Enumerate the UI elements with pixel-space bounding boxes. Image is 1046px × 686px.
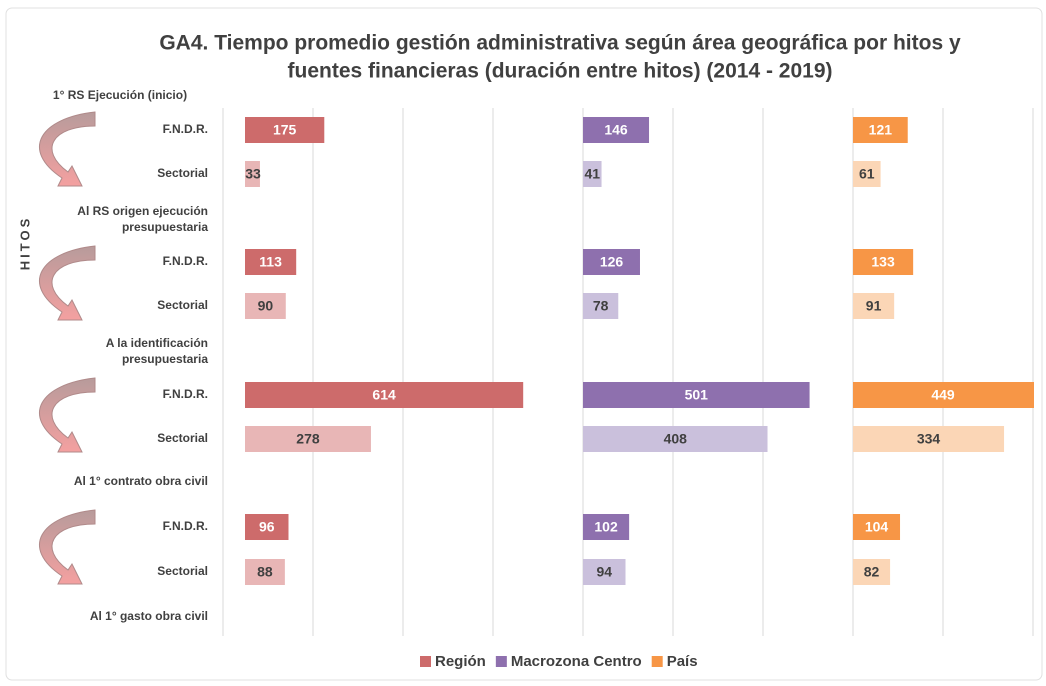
data-label: 61: [859, 166, 875, 182]
bar: [583, 161, 602, 187]
data-label: 501: [685, 387, 709, 403]
data-label: 334: [917, 431, 941, 447]
data-label: 146: [604, 122, 628, 138]
data-label: 90: [258, 298, 274, 314]
chart-title: GA4. Tiempo promedio gestión administrat…: [159, 32, 961, 55]
bar: [245, 514, 289, 540]
arrows: [39, 111, 96, 585]
data-label: 91: [866, 298, 882, 314]
data-label: 33: [245, 166, 261, 182]
data-label: 94: [596, 564, 612, 580]
y-axis-label: HITOS: [17, 216, 32, 271]
bar: [583, 426, 768, 452]
legend-label: País: [667, 653, 698, 670]
data-label: 78: [593, 298, 609, 314]
data-label: 133: [871, 254, 895, 270]
bar: [583, 382, 810, 408]
bar: [245, 559, 285, 585]
bar: [583, 514, 630, 540]
data-label: 104: [865, 519, 889, 535]
milestone-label: A la identificación: [106, 336, 208, 350]
category-label: F.N.D.R.: [163, 387, 208, 401]
bar: [853, 117, 908, 143]
bar: [245, 293, 286, 319]
bar: [583, 249, 640, 275]
category-label: F.N.D.R.: [163, 122, 208, 136]
milestone-label: 1° RS Ejecución (inicio): [53, 88, 187, 102]
bar: [245, 249, 297, 275]
category-label: Sectorial: [157, 166, 208, 180]
bar: [245, 426, 371, 452]
data-label: 82: [864, 564, 880, 580]
category-label: Sectorial: [157, 564, 208, 578]
data-label: 449: [931, 387, 955, 403]
legend-swatch: [420, 656, 431, 667]
chart-frame: [5, 7, 1043, 681]
milestone-label: Al 1° gasto obra civil: [90, 609, 208, 623]
bar: [583, 559, 626, 585]
data-label: 88: [257, 564, 273, 580]
chart-title: fuentes financieras (duración entre hito…: [288, 60, 833, 83]
bar: [853, 426, 1005, 452]
legend-label: Macrozona Centro: [511, 653, 642, 670]
bar: [853, 161, 881, 187]
milestone-label: Al RS origen ejecución: [77, 204, 208, 218]
data-label: 278: [296, 431, 320, 447]
data-label: 96: [259, 519, 275, 535]
data-label: 175: [273, 122, 297, 138]
bars: 175 33 113 90 614 278 96 88 146 41 126 78 501 408 102 9…: [245, 117, 1034, 585]
data-label: 126: [600, 254, 624, 270]
data-label: 614: [372, 387, 396, 403]
category-label: F.N.D.R.: [163, 254, 208, 268]
bar: [853, 514, 901, 540]
bar: [245, 161, 260, 187]
legend-swatch: [495, 656, 507, 667]
category-label: Sectorial: [157, 431, 208, 445]
legend-label: Región: [435, 653, 486, 670]
category-label: Sectorial: [157, 298, 208, 312]
bar: [245, 382, 524, 408]
bar: [853, 249, 914, 275]
data-label: 408: [664, 431, 688, 447]
data-label: 121: [869, 122, 893, 138]
bar: [583, 117, 650, 143]
data-label: 102: [594, 519, 618, 535]
legend-swatch: [651, 656, 663, 667]
category-label: F.N.D.R.: [163, 519, 208, 533]
grid: [222, 108, 1034, 636]
milestone-label: Al 1° contrato obra civil: [74, 474, 208, 488]
bar: [853, 382, 1034, 408]
bar: [853, 293, 895, 319]
milestone-label: presupuestaria: [122, 352, 208, 366]
milestone-label: presupuestaria: [122, 220, 208, 234]
bar: [245, 117, 325, 143]
bar: [583, 293, 619, 319]
bar: [853, 559, 891, 585]
data-label: 41: [584, 166, 600, 182]
data-label: 113: [259, 254, 282, 270]
